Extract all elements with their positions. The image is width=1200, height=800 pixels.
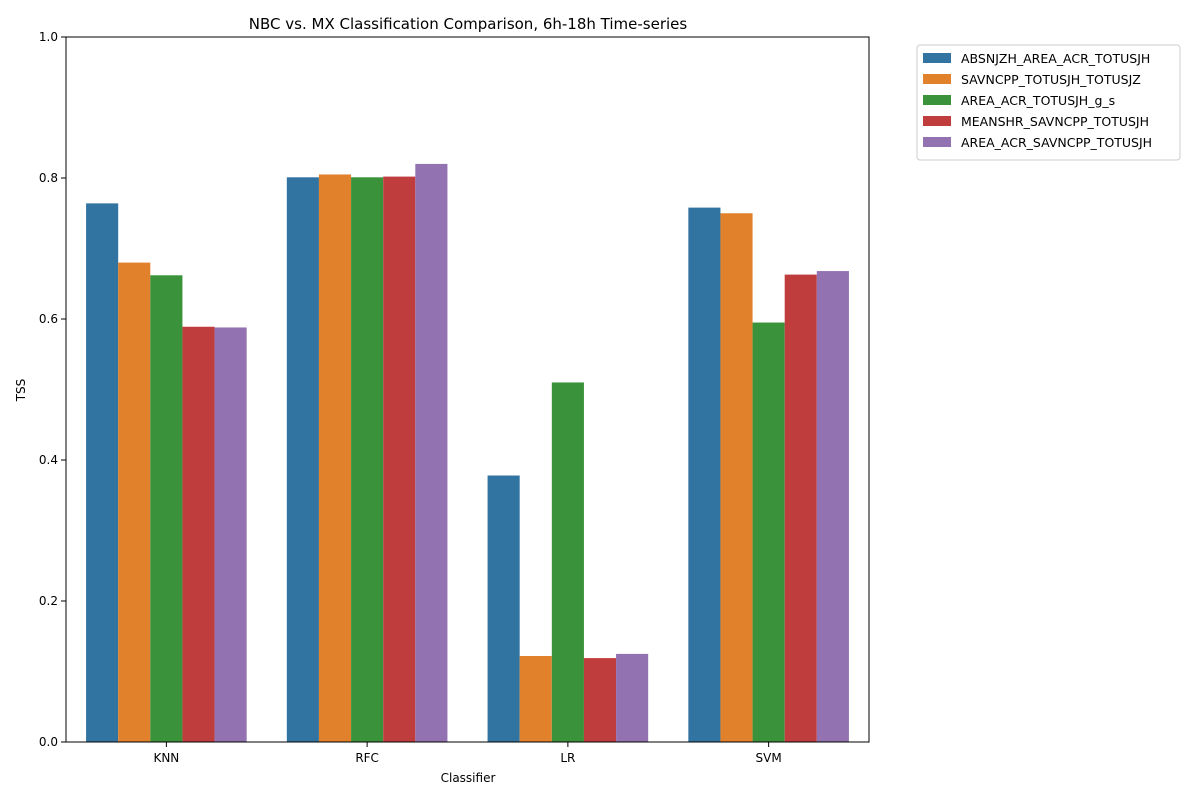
- x-tick-label-knn: KNN: [153, 751, 179, 765]
- y-tick-label: 1.0: [39, 30, 58, 44]
- legend-swatch: [923, 95, 951, 105]
- legend-label: SAVNCPP_TOTUSJH_TOTUSJZ: [961, 72, 1141, 87]
- x-axis: KNN RFC LR SVM: [153, 742, 782, 765]
- y-tick-label: 0.0: [39, 735, 58, 749]
- y-tick-label: 0.8: [39, 171, 58, 185]
- legend: ABSNJZH_AREA_ACR_TOTUSJH SAVNCPP_TOTUSJH_…: [916, 44, 1181, 161]
- x-tick-label-rfc: RFC: [355, 751, 379, 765]
- bar-lr-series-2: [519, 655, 552, 742]
- x-axis-label: Classifier: [441, 771, 496, 785]
- legend-label: MEANSHR_SAVNCPP_TOTUSJH: [961, 114, 1149, 129]
- legend-label: AREA_ACR_TOTUSJH_g_s: [961, 93, 1115, 108]
- bar-svm-series-2: [720, 213, 753, 742]
- bar-rfc-series-3: [351, 177, 384, 743]
- x-tick-label-lr: LR: [560, 751, 575, 765]
- bar-rfc-series-2: [318, 174, 352, 743]
- y-axis: 0.0 0.2 0.4 0.6 0.8 1.0: [39, 30, 66, 749]
- bar-knn-series-5: [214, 327, 247, 742]
- plot-frame: [65, 36, 870, 743]
- y-tick-label: 0.4: [39, 453, 58, 467]
- bar-rfc-series-5: [415, 163, 448, 742]
- bar-lr-series-4: [583, 658, 617, 742]
- bar-lr-series-1: [487, 475, 520, 742]
- bar-lr-series-3: [551, 382, 584, 742]
- bar-knn-series-3: [150, 275, 183, 742]
- bar-rfc-series-1: [286, 177, 319, 743]
- legend-label: ABSNJZH_AREA_ACR_TOTUSJH: [961, 51, 1150, 66]
- legend-swatch: [923, 116, 951, 126]
- x-tick-label-svm: SVM: [756, 751, 782, 765]
- legend-swatch: [923, 53, 951, 63]
- bar-lr-series-5: [616, 653, 649, 743]
- chart-title: NBC vs. MX Classification Comparison, 6h…: [249, 15, 688, 33]
- bar-svm-series-5: [816, 271, 849, 742]
- bar-knn-series-1: [86, 203, 119, 742]
- bar-knn-series-4: [182, 326, 215, 742]
- bar-svm-series-3: [752, 322, 785, 742]
- bar-rfc-series-4: [383, 176, 416, 743]
- bars-group: [86, 163, 849, 743]
- legend-swatch: [923, 74, 951, 84]
- y-tick-label: 0.2: [39, 594, 58, 608]
- y-axis-label: TSS: [14, 379, 28, 403]
- bar-knn-series-2: [118, 262, 151, 742]
- legend-swatch: [923, 137, 951, 147]
- bar-svm-series-1: [688, 207, 721, 743]
- y-tick-label: 0.6: [39, 312, 58, 326]
- legend-label: AREA_ACR_SAVNCPP_TOTUSJH: [961, 135, 1152, 150]
- legend-box: [916, 44, 1181, 161]
- bar-svm-series-4: [784, 274, 817, 742]
